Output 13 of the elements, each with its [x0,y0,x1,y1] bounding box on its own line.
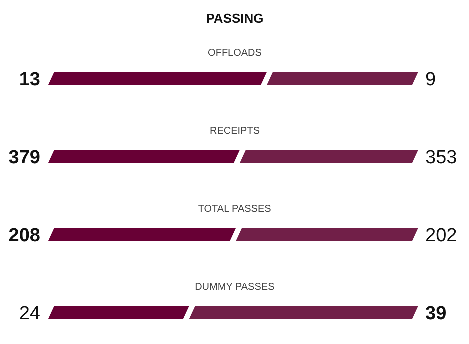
data-label: 9 [426,70,436,90]
y-tick-label: RECEIPTS [210,126,260,137]
data-label: 379 [8,148,40,168]
y-tick-label: TOTAL PASSES [198,204,272,215]
y-tick-label: OFFLOADS [208,48,262,59]
y-tick-label: DUMMY PASSES [195,282,276,293]
chart-title: PASSING [206,11,264,26]
data-label: 13 [19,70,41,90]
data-label: 24 [19,304,41,324]
data-label: 208 [8,226,40,246]
data-label: 353 [426,148,458,168]
data-label: 202 [426,226,458,246]
data-label: 39 [426,304,447,324]
